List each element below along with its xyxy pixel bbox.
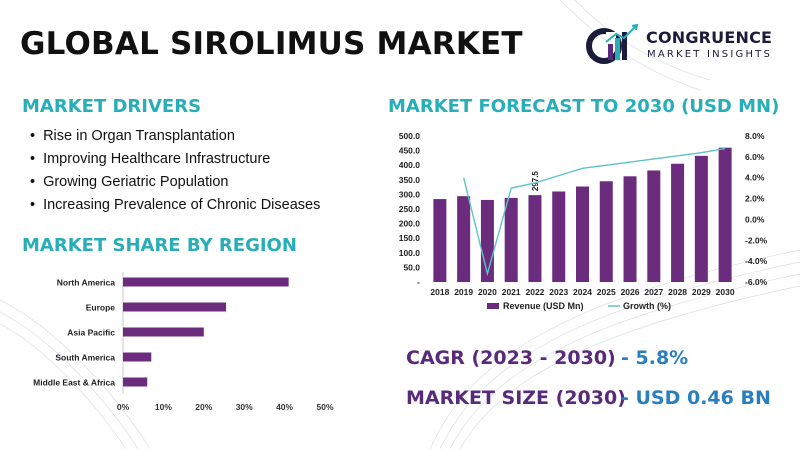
region-category-label: North America — [57, 278, 116, 288]
driver-item: Improving Healthcare Infrastructure — [30, 150, 320, 173]
forecast-y-left-tick-label: 250.0 — [399, 204, 421, 214]
legend-revenue-swatch — [487, 303, 499, 309]
forecast-revenue-bar — [576, 186, 589, 282]
forecast-y-right-tick-label: 2.0% — [745, 194, 765, 204]
forecast-y-right-tick-label: 0.0% — [745, 214, 765, 224]
forecast-revenue-bar — [480, 199, 494, 282]
forecast-y-right-tick-label: 6.0% — [745, 152, 765, 162]
forecast-revenue-bar — [647, 170, 661, 282]
forecast-x-tick-label: 2018 — [430, 287, 449, 297]
drivers-list: Rise in Organ Transplantation Improving … — [30, 127, 320, 219]
forecast-y-left-tick-label: 500.0 — [399, 131, 421, 141]
forecast-x-tick-label: 2027 — [644, 287, 663, 297]
region-x-tick-label: 50% — [316, 402, 333, 412]
forecast-x-tick-label: 2021 — [502, 287, 521, 297]
forecast-revenue-bar — [552, 191, 566, 282]
region-bar — [123, 377, 148, 387]
forecast-revenue-bar — [433, 199, 447, 282]
forecast-revenue-bar — [504, 197, 518, 282]
forecast-data-label: 297.5 — [531, 171, 540, 192]
forecast-x-tick-label: 2029 — [692, 287, 711, 297]
region-bar — [123, 327, 204, 337]
driver-item: Rise in Organ Transplantation — [30, 127, 320, 150]
region-category-label: Asia Pacific — [67, 328, 115, 338]
forecast-y-left-tick-label: 50.0 — [403, 262, 420, 272]
forecast-y-left-tick-label: - — [417, 277, 420, 287]
forecast-x-tick-label: 2030 — [716, 287, 735, 297]
forecast-revenue-bar — [599, 181, 613, 282]
forecast-y-left-tick-label: 450.0 — [399, 146, 421, 156]
region-x-tick-label: 10% — [155, 402, 172, 412]
forecast-x-tick-label: 2024 — [573, 287, 592, 297]
region-x-tick-label: 40% — [276, 402, 293, 412]
forecast-growth-line — [462, 147, 726, 277]
forecast-revenue-bar — [694, 155, 708, 282]
region-chart-title: MARKET SHARE BY REGION — [22, 235, 297, 256]
logo-name: CONGRUENCE — [646, 28, 773, 47]
forecast-y-left-tick-label: 200.0 — [399, 219, 421, 229]
company-logo: CONGRUENCE MARKET INSIGHTS — [584, 22, 784, 68]
forecast-y-right-tick-label: -4.0% — [745, 256, 768, 266]
forecast-x-tick-label: 2028 — [668, 287, 687, 297]
market-size-label: MARKET SIZE (2030) — [406, 387, 626, 409]
forecast-y-right-tick-label: -6.0% — [745, 277, 768, 287]
forecast-y-left-tick-label: 150.0 — [399, 233, 421, 243]
page-title: GLOBAL SIROLIMUS MARKET — [20, 26, 523, 62]
region-category-label: Middle East & Africa — [33, 378, 115, 388]
forecast-y-right-tick-label: 8.0% — [745, 131, 765, 141]
forecast-x-tick-label: 2022 — [526, 287, 545, 297]
region-category-label: Europe — [86, 303, 116, 313]
forecast-x-tick-label: 2025 — [597, 287, 616, 297]
region-category-label: South America — [55, 353, 115, 363]
region-bar — [123, 352, 152, 362]
logo-icon — [586, 23, 639, 64]
region-bar — [123, 302, 227, 312]
driver-item: Growing Geriatric Population — [30, 173, 320, 196]
forecast-y-left-tick-label: 400.0 — [399, 160, 421, 170]
region-x-tick-label: 0% — [117, 402, 130, 412]
market-size-value: - USD 0.46 BN — [621, 387, 771, 409]
forecast-y-left-tick-label: 100.0 — [399, 248, 421, 258]
forecast-revenue-bar — [718, 147, 732, 282]
logo-tagline: MARKET INSIGHTS — [647, 49, 773, 60]
forecast-x-tick-label: 2023 — [549, 287, 568, 297]
region-x-tick-label: 20% — [195, 402, 212, 412]
forecast-x-tick-label: 2020 — [478, 287, 497, 297]
forecast-y-right-tick-label: 4.0% — [745, 173, 765, 183]
forecast-y-left-tick-label: 350.0 — [399, 175, 421, 185]
forecast-x-tick-label: 2026 — [621, 287, 640, 297]
legend-revenue-label: Revenue (USD Mn) — [503, 301, 584, 311]
forecast-revenue-bar — [528, 195, 542, 282]
cagr-label: CAGR (2023 - 2030) — [406, 347, 616, 369]
forecast-y-right-tick-label: -2.0% — [745, 235, 768, 245]
forecast-chart-title: MARKET FORECAST TO 2030 (USD MN) — [388, 96, 780, 117]
legend-growth-label: Growth (%) — [623, 301, 671, 311]
forecast-revenue-bar — [623, 176, 637, 282]
forecast-revenue-bar — [457, 196, 471, 282]
forecast-revenue-bar — [671, 163, 685, 282]
cagr-value: - 5.8% — [621, 347, 689, 369]
forecast-x-tick-label: 2019 — [454, 287, 473, 297]
forecast-y-left-tick-label: 300.0 — [399, 189, 421, 199]
driver-item: Increasing Prevalence of Chronic Disease… — [30, 196, 320, 219]
region-x-tick-label: 30% — [236, 402, 253, 412]
drivers-heading: MARKET DRIVERS — [22, 96, 202, 117]
region-bar — [123, 277, 289, 287]
